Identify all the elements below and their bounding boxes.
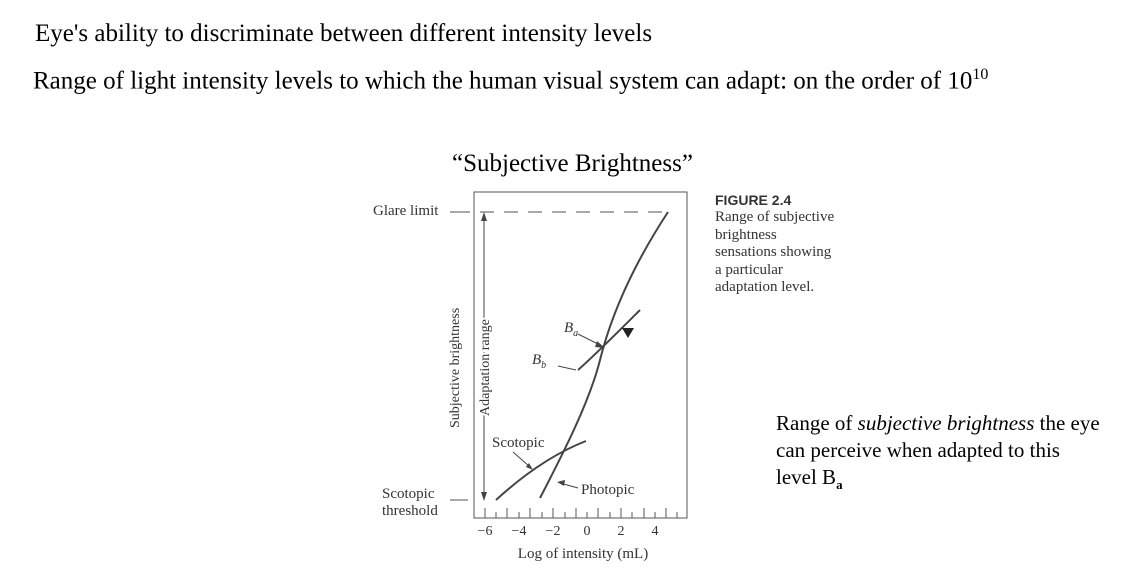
caption-body: Range of subjective brightness sensation… [715, 209, 835, 296]
y-axis-label-outer: Subjective brightness [448, 308, 463, 428]
plot-frame [473, 191, 688, 519]
x-tick-label: −4 [512, 524, 527, 539]
range-text: Range of light intensity levels to which… [33, 67, 973, 95]
caption-heading: FIGURE 2.4 [715, 192, 792, 208]
arrow-head-bottom [481, 492, 487, 501]
figure-title: “Subjective Brightness” [452, 150, 693, 177]
bb-label: Bb [532, 352, 546, 371]
ba-pointer-head [595, 341, 605, 348]
y-axis-label-inner: Adaptation range [478, 319, 493, 416]
scotopic-curve [495, 440, 587, 501]
x-tick-label: 4 [652, 524, 659, 539]
scotopic-pointer-head [526, 463, 533, 470]
x-tick-label: −6 [478, 524, 493, 539]
x-tick-label: −2 [546, 524, 561, 539]
x-axis-label: Log of intensity (mL) [518, 546, 648, 562]
heading-intensity-discrimination: Eye's ability to discriminate between di… [35, 20, 653, 47]
arrow-head-top [481, 212, 487, 221]
threshold-line-1: Scotopic [382, 486, 435, 502]
triangle-marker [622, 328, 634, 338]
x-axis-ticks [484, 508, 678, 518]
note-post: the eye can perceive when adapted to thi… [776, 411, 1100, 489]
photopic-curve-label: Photopic [581, 482, 635, 498]
photopic-curve [539, 211, 669, 499]
note-pre: Range of [776, 411, 858, 435]
scotopic-curve-label: Scotopic [492, 435, 545, 451]
figure-caption: FIGURE 2.4 Range of subjective brightnes… [715, 192, 840, 296]
range-exponent: 10 [972, 66, 989, 83]
brightness-note: Range of subjective brightness the eye c… [776, 410, 1106, 498]
x-tick-label: 0 [584, 524, 591, 539]
note-subscript: a [836, 477, 843, 493]
photopic-pointer-head [557, 480, 565, 486]
heading-intensity-range: Range of light intensity levels to which… [33, 66, 988, 95]
scotopic-threshold-label: Scotopic threshold [382, 486, 438, 520]
x-tick-label: 2 [618, 524, 625, 539]
threshold-line-2: threshold [382, 503, 438, 519]
note-italic: subjective brightness [857, 411, 1035, 435]
scotopic-pointer [512, 451, 531, 468]
glare-limit-label: Glare limit [373, 203, 439, 219]
ba-label: Ba [564, 320, 578, 339]
bb-pointer [557, 365, 577, 371]
adaptation-level-curve [577, 309, 641, 371]
